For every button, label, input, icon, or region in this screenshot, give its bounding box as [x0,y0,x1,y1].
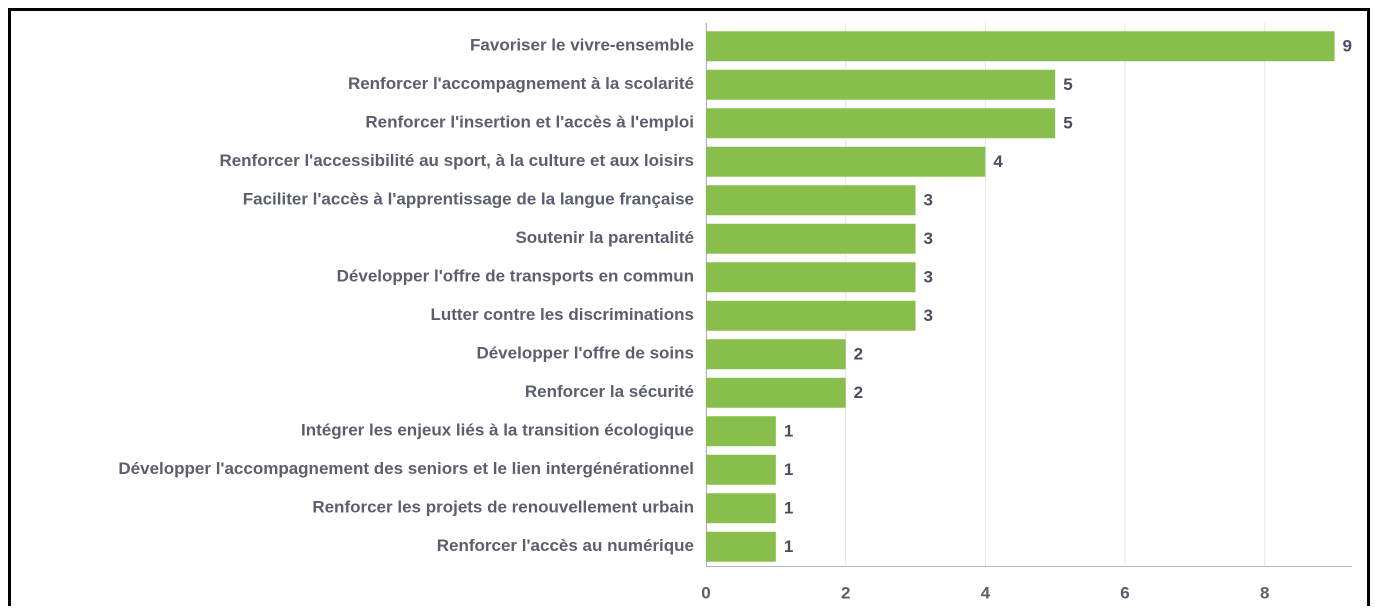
x-tick-label: 4 [981,583,991,602]
bar [706,454,776,485]
bar [706,493,776,524]
bar [706,377,846,408]
value-label: 9 [1343,37,1352,56]
category-label: Renforcer l'insertion et l'accès à l'emp… [365,113,694,132]
x-tick-label: 6 [1120,583,1129,602]
value-label: 1 [784,460,793,479]
category-label: Favoriser le vivre-ensemble [470,36,694,55]
value-label: 2 [854,345,863,364]
value-label: 5 [1063,75,1072,94]
bar [706,108,1056,139]
value-label: 2 [854,383,863,402]
category-label: Développer l'offre de soins [476,344,694,363]
value-label: 1 [784,537,793,556]
x-tick-label: 0 [701,583,710,602]
category-label: Développer l'accompagnement des seniors … [118,459,694,478]
x-tick-label: 8 [1260,583,1269,602]
value-label: 5 [1063,114,1072,133]
bar [706,146,986,177]
category-label: Renforcer les projets de renouvellement … [312,498,694,517]
value-label: 1 [784,499,793,518]
bar [706,69,1056,100]
bar [706,185,916,216]
category-label: Développer l'offre de transports en comm… [337,267,694,286]
category-label: Renforcer l'accessibilité au sport, à la… [219,151,694,170]
category-label: Faciliter l'accès à l'apprentissage de l… [243,190,694,209]
category-label: Lutter contre les discriminations [430,305,694,324]
category-label: Renforcer la sécurité [525,382,694,401]
value-label: 3 [924,306,933,325]
value-label: 3 [924,229,933,248]
category-label: Intégrer les enjeux liés à la transition… [301,421,694,440]
category-label: Soutenir la parentalité [515,228,694,247]
value-label: 4 [993,152,1003,171]
bar [706,531,776,562]
category-label: Renforcer l'accompagnement à la scolarit… [348,74,694,93]
bar [706,31,1335,62]
value-label: 1 [784,422,793,441]
bar [706,416,776,447]
bar [706,300,916,331]
x-tick-label: 2 [841,583,850,602]
bar [706,262,916,293]
category-label: Renforcer l'accès au numérique [437,536,694,555]
value-label: 3 [924,268,933,287]
bar [706,339,846,370]
bar [706,223,916,254]
value-label: 3 [924,191,933,210]
